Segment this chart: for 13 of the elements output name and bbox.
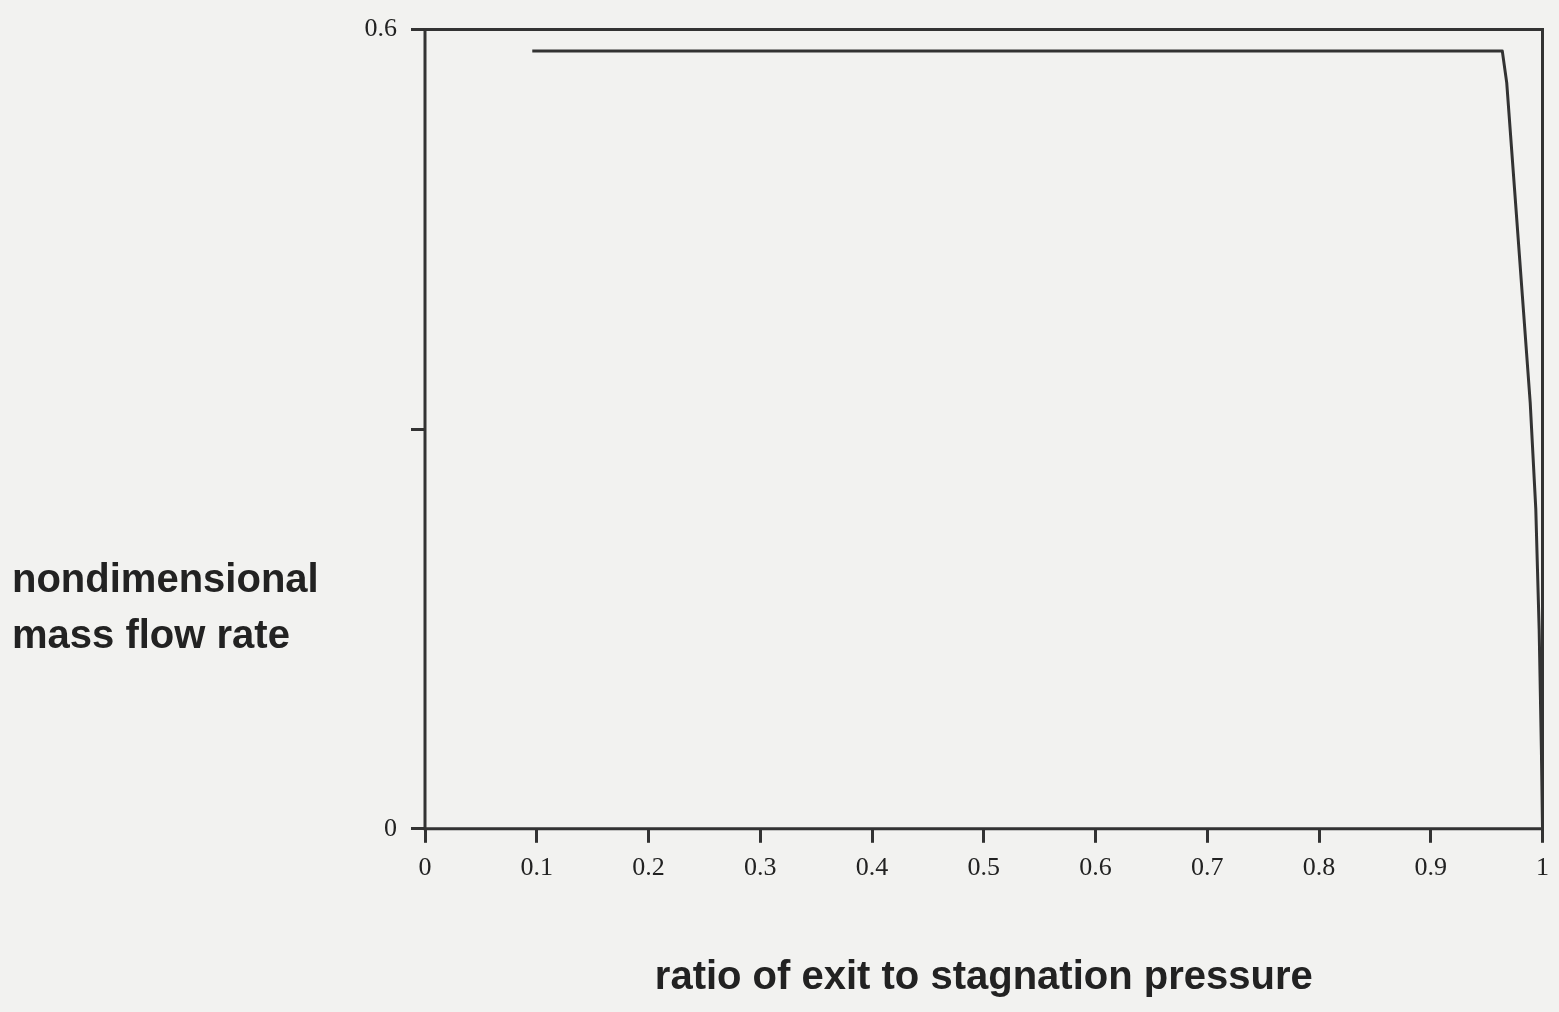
x-tick-label: 0.8 [1302,852,1336,882]
x-axis-title: ratio of exit to stagnation pressure [654,953,1313,998]
x-tick-label: 0.1 [520,852,553,882]
y-axis-title: nondimensional mass flow rate [12,555,320,658]
x-tick-label: 0.4 [855,852,889,882]
x-tick-label: 0.3 [744,852,777,882]
x-tick-label: 0.9 [1414,852,1447,882]
x-tick-label: 0.6 [1079,852,1112,882]
x-tick-label: 0.2 [632,852,665,882]
x-tick-label: 0.7 [1191,852,1224,882]
x-tick-label: 1 [1536,852,1549,882]
x-tick-label: 0.5 [967,852,1000,882]
x-tick-label: 0 [418,852,432,882]
